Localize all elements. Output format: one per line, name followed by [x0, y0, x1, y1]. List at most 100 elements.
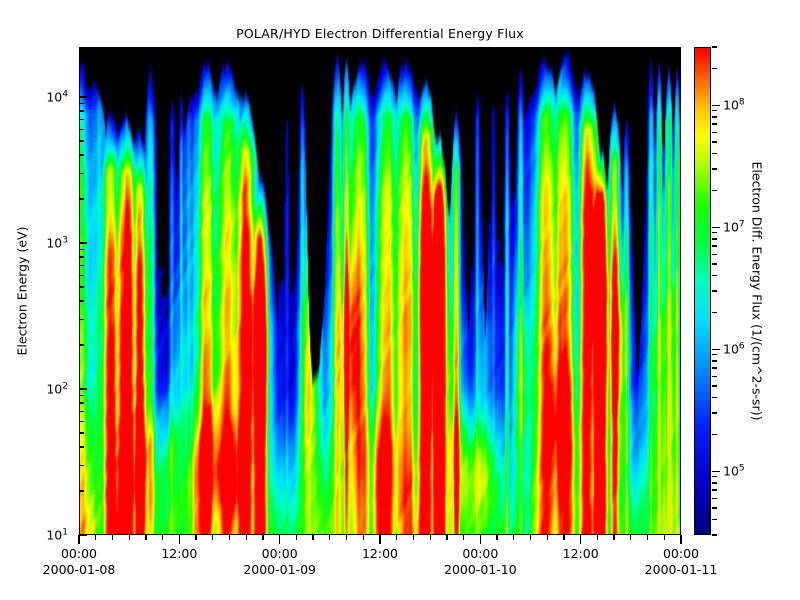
- y-tick-minor: [79, 140, 84, 142]
- x-tick-minor: [646, 535, 649, 540]
- colorbar-tick-minor: [712, 397, 717, 399]
- spectrogram-panel: [79, 47, 681, 535]
- colorbar-tick-minor: [712, 482, 717, 484]
- y-tick-minor: [79, 256, 84, 258]
- y-tick-minor: [79, 446, 84, 448]
- x-tick-major: [479, 535, 481, 544]
- x-tick-minor: [396, 535, 398, 540]
- x-tick-minor: [329, 535, 331, 540]
- y-tick-minor: [79, 172, 84, 174]
- x-tick-major: [78, 535, 80, 544]
- x-tick-minor: [563, 535, 565, 540]
- x-tick-minor: [195, 535, 197, 540]
- colorbar-tick-major: [712, 226, 720, 228]
- y-tick-major: [79, 534, 87, 536]
- x-tick-label: 00:00 2000-01-09: [243, 546, 316, 577]
- x-tick-minor: [312, 535, 314, 540]
- x-tick-minor: [128, 535, 130, 540]
- x-tick-minor: [630, 535, 632, 540]
- x-tick-minor: [262, 535, 264, 540]
- x-tick-major: [680, 535, 682, 544]
- y-tick-minor: [79, 154, 84, 156]
- colorbar-tick-minor: [712, 245, 717, 247]
- spectrogram-canvas: [80, 48, 680, 534]
- x-tick-minor: [596, 535, 599, 540]
- y-tick-minor: [79, 128, 84, 131]
- y-tick-minor: [79, 300, 84, 302]
- colorbar-tick-minor: [712, 354, 717, 356]
- y-tick-minor: [79, 264, 84, 267]
- colorbar-tick-minor: [712, 141, 717, 143]
- x-tick-minor: [529, 535, 532, 540]
- x-tick-minor: [95, 535, 97, 540]
- y-tick-minor: [79, 344, 84, 346]
- x-tick-minor: [546, 535, 548, 540]
- colorbar-tick-minor: [712, 238, 717, 240]
- y-axis-title: Electron Energy (eV): [14, 226, 30, 356]
- y-tick-minor: [79, 118, 84, 121]
- colorbar-tick-minor: [712, 489, 717, 491]
- colorbar-tick-minor: [712, 412, 717, 414]
- colorbar-tick-minor: [712, 116, 717, 118]
- colorbar-tick-minor: [712, 433, 717, 436]
- colorbar-tick-minor: [712, 497, 717, 499]
- colorbar-panel: [694, 47, 711, 535]
- colorbar-tick-minor: [712, 263, 717, 265]
- colorbar-tick-label: 108: [723, 97, 745, 113]
- y-tick-major: [79, 96, 87, 98]
- colorbar-tick-minor: [712, 507, 717, 509]
- x-tick-minor: [429, 535, 431, 540]
- colorbar-tick-major: [712, 470, 720, 472]
- colorbar-tick-minor: [712, 360, 717, 362]
- colorbar-tick-minor: [712, 534, 717, 536]
- y-tick-minor: [79, 420, 84, 423]
- x-tick-major: [279, 535, 281, 544]
- x-tick-label: 12:00: [161, 546, 198, 561]
- y-tick-minor: [79, 464, 84, 466]
- x-tick-minor: [212, 535, 214, 540]
- colorbar-tick-minor: [712, 110, 717, 112]
- colorbar-tick-major: [712, 104, 720, 106]
- colorbar-title: Electron Diff. Energy Flux (1/(cm^2-s-sr…: [749, 161, 765, 421]
- colorbar-tick-minor: [712, 153, 717, 155]
- colorbar-tick-minor: [712, 519, 717, 521]
- colorbar-canvas: [695, 48, 710, 534]
- colorbar-tick-minor: [712, 232, 717, 234]
- colorbar-tick-minor: [712, 290, 717, 292]
- chart-title: POLAR/HYD Electron Differential Energy F…: [236, 26, 524, 41]
- colorbar-tick-minor: [712, 189, 717, 192]
- x-tick-minor: [446, 535, 448, 540]
- x-tick-label: 00:00 2000-01-10: [444, 546, 517, 577]
- x-tick-minor: [362, 535, 364, 540]
- x-tick-minor: [161, 535, 164, 540]
- colorbar-tick-minor: [712, 311, 717, 314]
- y-tick-minor: [79, 402, 84, 404]
- colorbar-tick-minor: [712, 168, 717, 170]
- y-tick-major: [79, 388, 87, 390]
- x-tick-minor: [228, 535, 231, 540]
- y-tick-label: 104: [46, 89, 68, 105]
- colorbar-tick-minor: [712, 476, 717, 478]
- y-tick-minor: [79, 490, 84, 492]
- x-tick-label: 00:00 2000-01-08: [42, 546, 116, 577]
- y-tick-minor: [79, 52, 84, 54]
- x-tick-minor: [295, 535, 298, 540]
- x-tick-label: 00:00 2000-01-11: [644, 546, 718, 577]
- x-tick-minor: [613, 535, 615, 540]
- y-tick-label: 103: [46, 235, 68, 251]
- y-tick-label: 102: [46, 381, 68, 397]
- colorbar-tick-minor: [712, 375, 717, 377]
- y-tick-minor: [79, 410, 84, 413]
- x-tick-major: [580, 535, 582, 544]
- x-tick-major: [379, 535, 381, 544]
- y-tick-minor: [79, 110, 84, 112]
- colorbar-tick-major: [712, 348, 720, 350]
- colorbar-tick-minor: [712, 67, 717, 70]
- colorbar-tick-minor: [712, 131, 717, 133]
- x-tick-major: [178, 535, 180, 544]
- x-tick-minor: [462, 535, 465, 540]
- x-tick-minor: [496, 535, 498, 540]
- x-tick-minor: [663, 535, 665, 540]
- y-tick-minor: [79, 318, 84, 320]
